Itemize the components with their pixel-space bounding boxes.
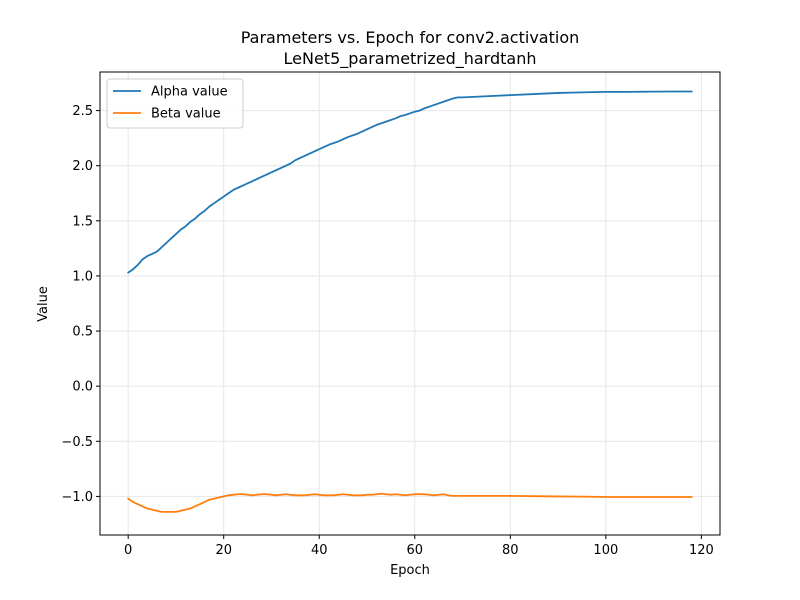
x-tick-label: 100 [593,543,618,558]
x-axis-label: Epoch [390,563,430,578]
x-tick-label: 60 [407,543,424,558]
y-tick-label: 2.0 [72,159,93,174]
y-tick-label: 1.0 [72,269,93,284]
x-tick-label: 0 [124,543,132,558]
chart-subtitle: LeNet5_parametrized_hardtanh [284,49,537,69]
axis-ticks: 0 20 40 60 80 100 120 −1.0 −0.5 0.0 0.5 1.0 1.5 2.0 2.… [61,104,713,558]
y-tick-label: −1.0 [61,490,93,505]
x-tick-label: 40 [311,543,328,558]
y-tick-label: 0.5 [72,325,93,340]
series-layer [127,90,693,513]
y-tick-label: −0.5 [61,435,93,450]
legend-label: Alpha value [151,85,228,100]
y-axis-label: Value [36,286,51,322]
y-tick-label: 1.5 [72,214,93,229]
plot-frame [99,71,721,536]
legend-label: Beta value [151,107,221,122]
chart-title: Parameters vs. Epoch for conv2.activatio… [241,28,580,47]
series-line-beta [127,492,693,513]
series-line-alpha [127,90,693,274]
x-tick-label: 120 [689,543,714,558]
x-tick-label: 20 [215,543,232,558]
x-tick-label: 80 [502,543,519,558]
y-tick-label: 0.0 [72,380,93,395]
legend: Alpha value Beta value [106,78,244,129]
y-tick-label: 2.5 [72,104,93,119]
